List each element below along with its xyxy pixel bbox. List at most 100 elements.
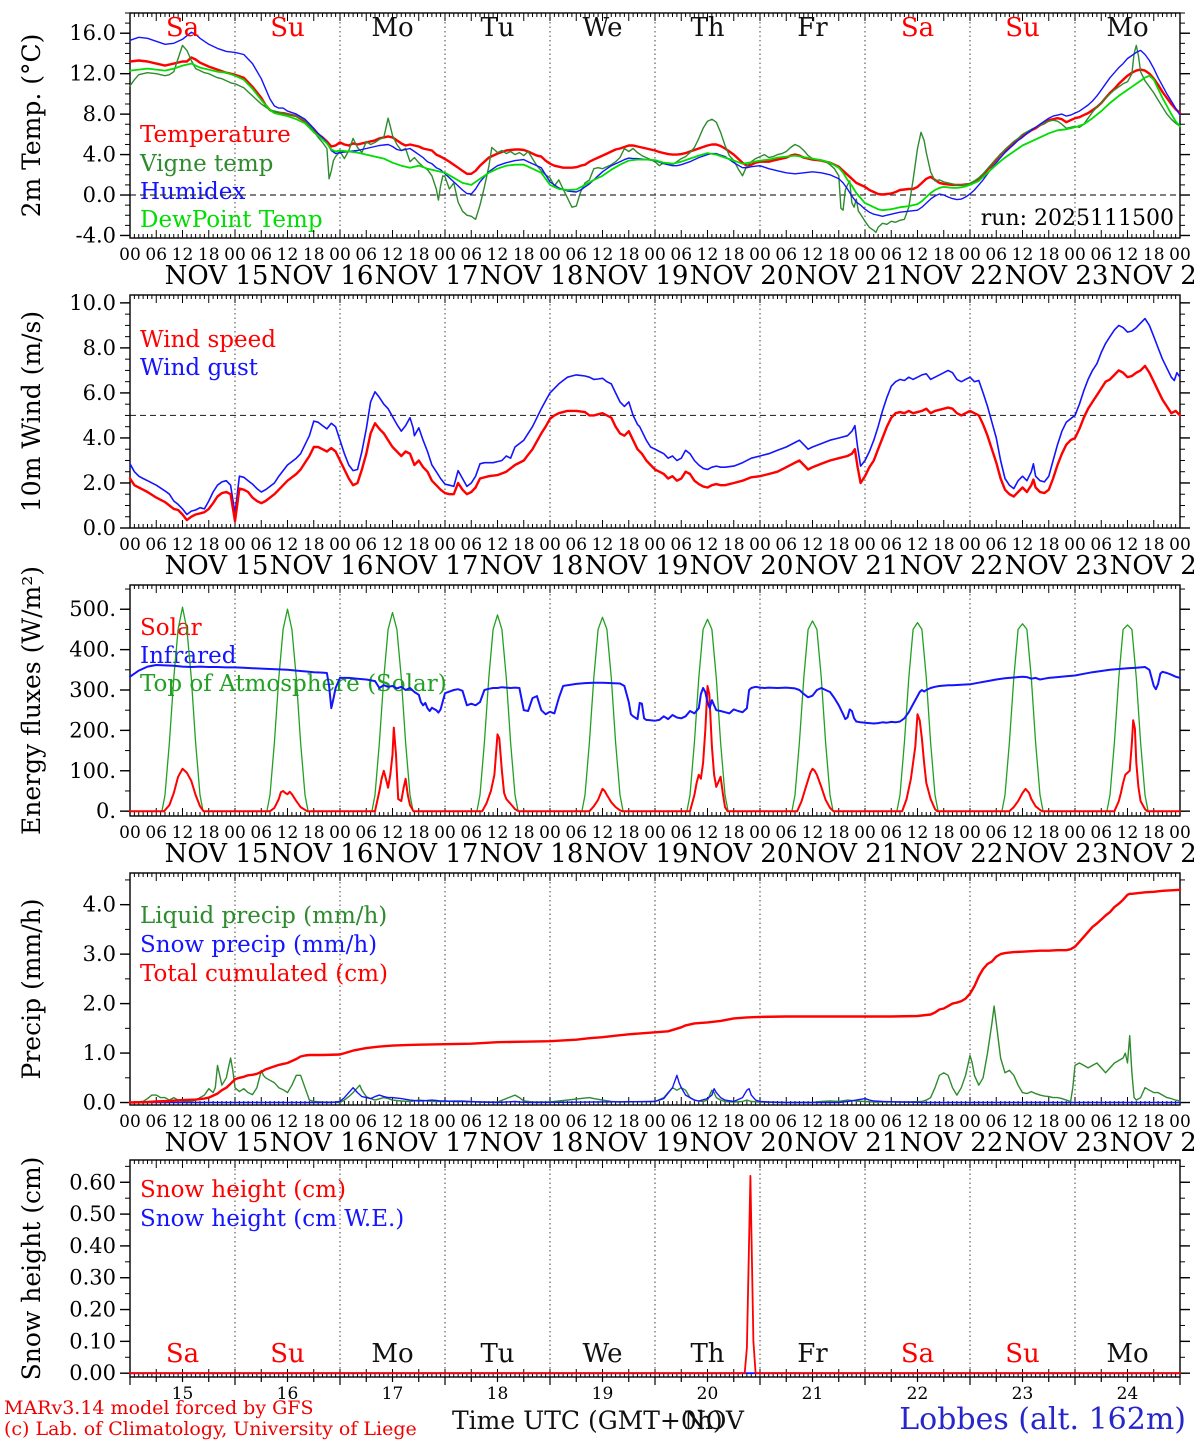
svg-text:18: 18 xyxy=(408,1112,430,1132)
svg-text:NOV 18: NOV 18 xyxy=(480,551,584,581)
svg-text:NOV 21: NOV 21 xyxy=(795,839,899,869)
svg-text:Tu: Tu xyxy=(480,1339,514,1369)
svg-text:23: 23 xyxy=(1012,1384,1034,1404)
svg-text:Tu: Tu xyxy=(480,13,514,43)
svg-text:00: 00 xyxy=(1169,823,1191,843)
svg-text:00: 00 xyxy=(854,823,876,843)
svg-text:NOV 22: NOV 22 xyxy=(900,261,1004,291)
svg-text:18: 18 xyxy=(303,823,325,843)
svg-text:00: 00 xyxy=(749,245,771,265)
svg-text:18: 18 xyxy=(408,245,430,265)
svg-text:12.0: 12.0 xyxy=(69,62,116,86)
lab-credit-label: (c) Lab. of Climatology, University of L… xyxy=(4,1418,417,1440)
svg-text:12: 12 xyxy=(802,1112,824,1132)
svg-text:00: 00 xyxy=(224,535,246,555)
svg-text:00: 00 xyxy=(854,535,876,555)
svg-text:18: 18 xyxy=(618,245,640,265)
svg-text:19: 19 xyxy=(592,1384,614,1404)
svg-text:00: 00 xyxy=(329,1112,351,1132)
svg-text:00: 00 xyxy=(539,535,561,555)
svg-text:12: 12 xyxy=(592,535,614,555)
svg-text:00: 00 xyxy=(959,535,981,555)
svg-text:3.0: 3.0 xyxy=(83,942,116,966)
svg-text:06: 06 xyxy=(670,535,692,555)
svg-text:00: 00 xyxy=(854,1112,876,1132)
svg-text:00: 00 xyxy=(644,823,666,843)
svg-text:06: 06 xyxy=(145,535,167,555)
svg-text:18: 18 xyxy=(198,823,220,843)
svg-text:NOV 17: NOV 17 xyxy=(375,839,479,869)
svg-text:12: 12 xyxy=(1117,1112,1139,1132)
svg-text:NOV 22: NOV 22 xyxy=(900,839,1004,869)
svg-text:NOV 19: NOV 19 xyxy=(585,261,689,291)
svg-text:12: 12 xyxy=(1117,245,1139,265)
svg-text:18: 18 xyxy=(723,1112,745,1132)
svg-text:06: 06 xyxy=(775,823,797,843)
svg-text:06: 06 xyxy=(460,245,482,265)
svg-text:NOV 20: NOV 20 xyxy=(690,261,794,291)
svg-text:12: 12 xyxy=(907,245,929,265)
svg-text:00: 00 xyxy=(119,823,141,843)
svg-text:00: 00 xyxy=(224,245,246,265)
svg-text:0.0: 0.0 xyxy=(83,1091,116,1115)
svg-text:NOV 18: NOV 18 xyxy=(480,839,584,869)
svg-text:NOV 15: NOV 15 xyxy=(165,551,269,581)
svg-text:NOV 23: NOV 23 xyxy=(1005,551,1109,581)
time-axis-title: Time UTC (GMT+0h) xyxy=(452,1406,723,1435)
svg-text:NOV 15: NOV 15 xyxy=(165,839,269,869)
svg-text:NOV 24: NOV 24 xyxy=(1110,551,1194,581)
svg-text:Th: Th xyxy=(690,13,724,43)
svg-text:00: 00 xyxy=(749,1112,771,1132)
svg-text:NOV 16: NOV 16 xyxy=(270,839,374,869)
svg-text:Mo: Mo xyxy=(1106,13,1148,43)
svg-text:18: 18 xyxy=(618,1112,640,1132)
svg-text:8.0: 8.0 xyxy=(83,336,116,360)
svg-text:18: 18 xyxy=(723,535,745,555)
svg-text:Solar: Solar xyxy=(140,615,202,641)
svg-text:18: 18 xyxy=(487,1384,509,1404)
svg-text:00: 00 xyxy=(1169,1112,1191,1132)
run-label: run: 2025111500 xyxy=(980,206,1174,231)
svg-text:4.0: 4.0 xyxy=(83,426,116,450)
svg-text:12: 12 xyxy=(277,1112,299,1132)
svg-text:2.0: 2.0 xyxy=(83,471,116,495)
svg-text:06: 06 xyxy=(145,1112,167,1132)
svg-text:00: 00 xyxy=(854,245,876,265)
svg-text:12: 12 xyxy=(172,535,194,555)
svg-text:0.60: 0.60 xyxy=(69,1170,116,1194)
svg-text:12: 12 xyxy=(277,823,299,843)
svg-text:06: 06 xyxy=(670,823,692,843)
svg-text:18: 18 xyxy=(1038,823,1060,843)
svg-text:06: 06 xyxy=(355,823,377,843)
svg-text:06: 06 xyxy=(880,1112,902,1132)
svg-text:We: We xyxy=(583,1339,623,1369)
svg-text:06: 06 xyxy=(250,535,272,555)
svg-text:18: 18 xyxy=(1143,823,1165,843)
svg-text:NOV 19: NOV 19 xyxy=(585,551,689,581)
svg-text:NOV 22: NOV 22 xyxy=(900,1128,1004,1158)
svg-text:300.: 300. xyxy=(69,678,116,702)
svg-text:Temperature: Temperature xyxy=(140,122,291,148)
svg-text:18: 18 xyxy=(828,535,850,555)
svg-text:0.30: 0.30 xyxy=(69,1266,116,1290)
svg-text:18: 18 xyxy=(513,1112,535,1132)
svg-text:00: 00 xyxy=(959,823,981,843)
svg-text:18: 18 xyxy=(1143,535,1165,555)
svg-text:00: 00 xyxy=(1169,535,1191,555)
station-label: Lobbes (alt. 162m) xyxy=(899,1402,1186,1437)
svg-text:12: 12 xyxy=(487,1112,509,1132)
svg-text:4.0: 4.0 xyxy=(83,893,116,917)
svg-text:00: 00 xyxy=(119,245,141,265)
svg-text:00: 00 xyxy=(644,535,666,555)
svg-text:21: 21 xyxy=(802,1384,824,1404)
svg-text:12: 12 xyxy=(487,245,509,265)
svg-text:18: 18 xyxy=(513,245,535,265)
svg-text:Energy fluxes (W/m²): Energy fluxes (W/m²) xyxy=(17,566,46,835)
svg-text:12: 12 xyxy=(1117,823,1139,843)
svg-text:NOV 18: NOV 18 xyxy=(480,1128,584,1158)
svg-text:00: 00 xyxy=(959,245,981,265)
svg-text:Total cumulated (cm): Total cumulated (cm) xyxy=(140,961,388,987)
svg-text:06: 06 xyxy=(355,535,377,555)
svg-text:0.: 0. xyxy=(96,799,116,823)
svg-text:00: 00 xyxy=(959,1112,981,1132)
